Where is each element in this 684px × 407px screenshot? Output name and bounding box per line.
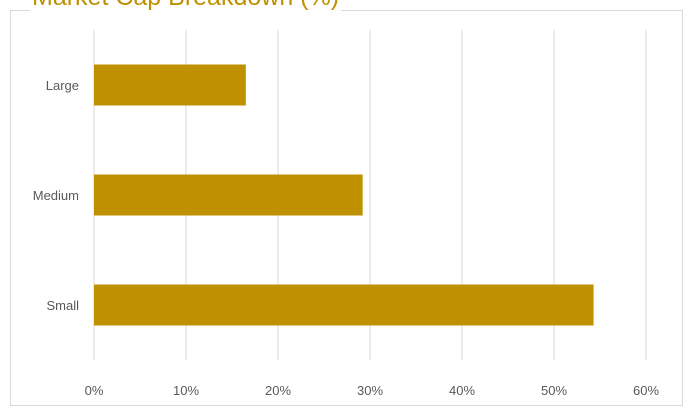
x-tick-label: 10% xyxy=(173,383,199,398)
bar-medium xyxy=(94,174,363,216)
value-axis: 0% 10% 20% 30% 40% 50% 60% xyxy=(85,383,660,398)
bar-small xyxy=(94,284,594,326)
category-label-medium: Medium xyxy=(33,188,79,203)
category-axis: Large Medium Small xyxy=(33,78,79,313)
bars xyxy=(94,64,594,326)
x-tick-label: 40% xyxy=(449,383,475,398)
category-label-small: Small xyxy=(46,298,79,313)
x-tick-label: 60% xyxy=(633,383,659,398)
x-tick-label: 50% xyxy=(541,383,567,398)
chart-title: Market Cap Breakdown (%) xyxy=(30,0,342,12)
x-tick-label: 30% xyxy=(357,383,383,398)
x-tick-label: 0% xyxy=(85,383,104,398)
bar-large xyxy=(94,64,246,106)
category-label-large: Large xyxy=(46,78,79,93)
x-tick-label: 20% xyxy=(265,383,291,398)
